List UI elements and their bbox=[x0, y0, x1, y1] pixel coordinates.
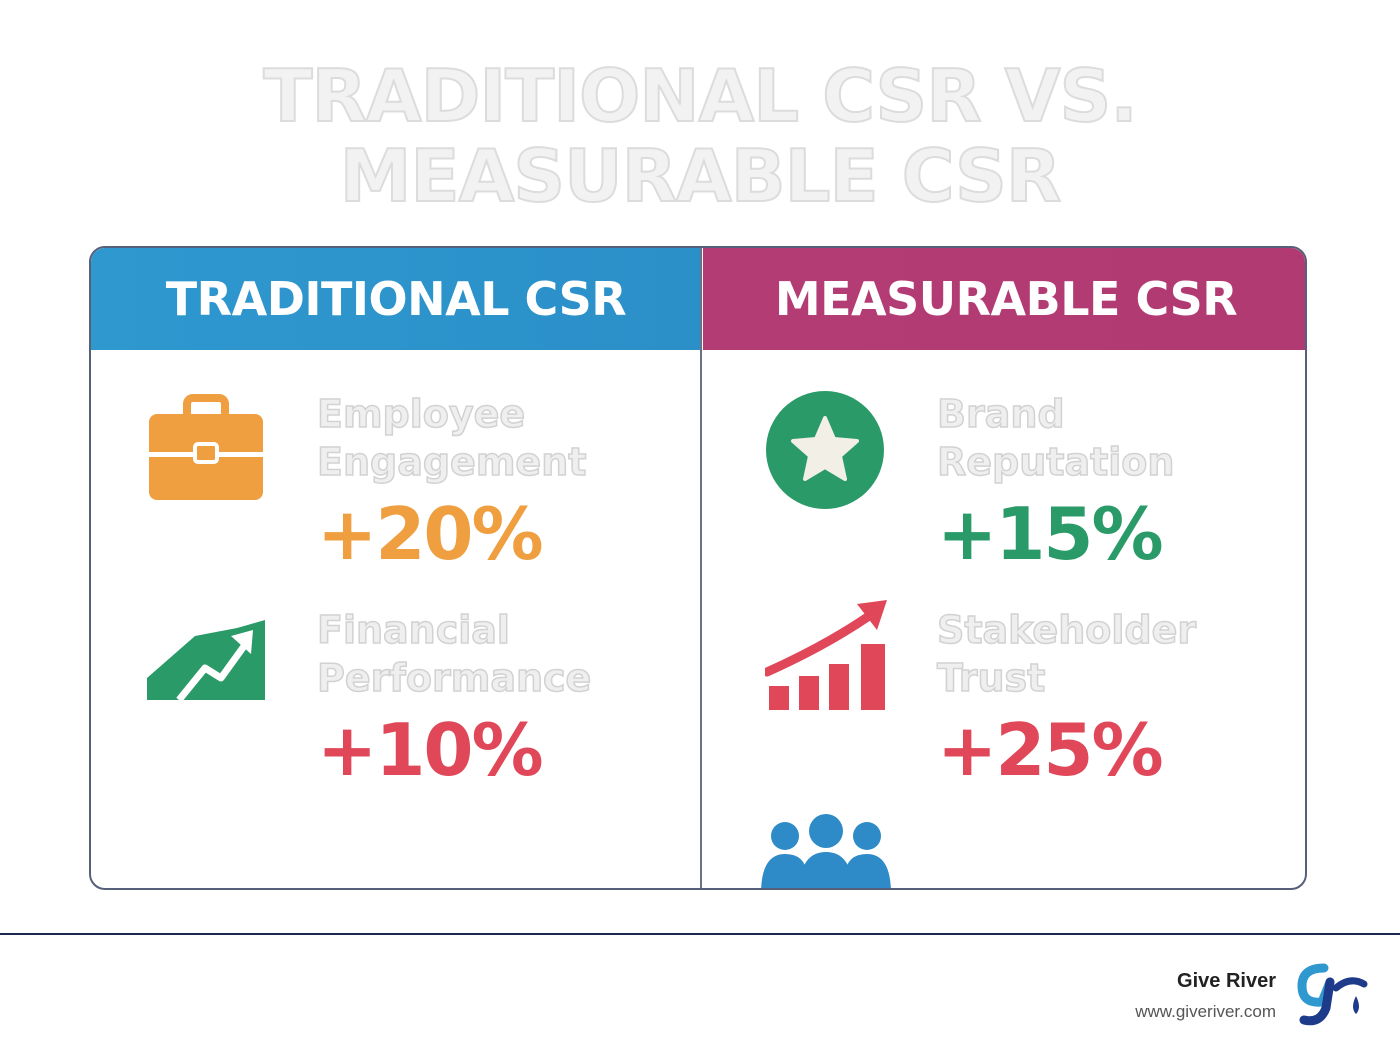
brand-name: Give River bbox=[1177, 970, 1276, 992]
employee-engagement-label: Employee Engagement bbox=[316, 391, 587, 485]
traditional-csr-header: TRADITIONAL CSR bbox=[91, 248, 701, 350]
people-icon bbox=[761, 814, 891, 888]
page-title-line-1: TRADITIONAL CSR VS. bbox=[262, 54, 1138, 138]
stakeholder-trust-value: +25% bbox=[937, 708, 1164, 792]
brand-url[interactable]: www.giveriver.com bbox=[1135, 1002, 1276, 1021]
financial-performance-value: +10% bbox=[317, 708, 544, 792]
stakeholder-trust-label: Stakeholder Trust bbox=[936, 607, 1197, 701]
bar-chart-arrow-icon bbox=[765, 600, 887, 710]
briefcase-icon bbox=[149, 394, 263, 500]
page-title-line-2: MEASURABLE CSR bbox=[339, 134, 1063, 218]
footer-divider bbox=[0, 933, 1400, 935]
employee-engagement-value: +20% bbox=[317, 492, 544, 576]
comparison-card: TRADITIONAL CSR MEASURABLE CSR Employee … bbox=[89, 246, 1307, 890]
star-icon bbox=[766, 391, 884, 509]
give-river-logo-icon bbox=[1297, 963, 1368, 1026]
brand-reputation-value: +15% bbox=[937, 492, 1164, 576]
growth-chart-icon bbox=[147, 620, 265, 700]
column-divider bbox=[700, 248, 702, 888]
brand-reputation-label: Brand Reputation bbox=[936, 391, 1175, 485]
measurable-csr-header: MEASURABLE CSR bbox=[703, 248, 1305, 350]
financial-performance-label: Financial Performance bbox=[316, 607, 592, 701]
